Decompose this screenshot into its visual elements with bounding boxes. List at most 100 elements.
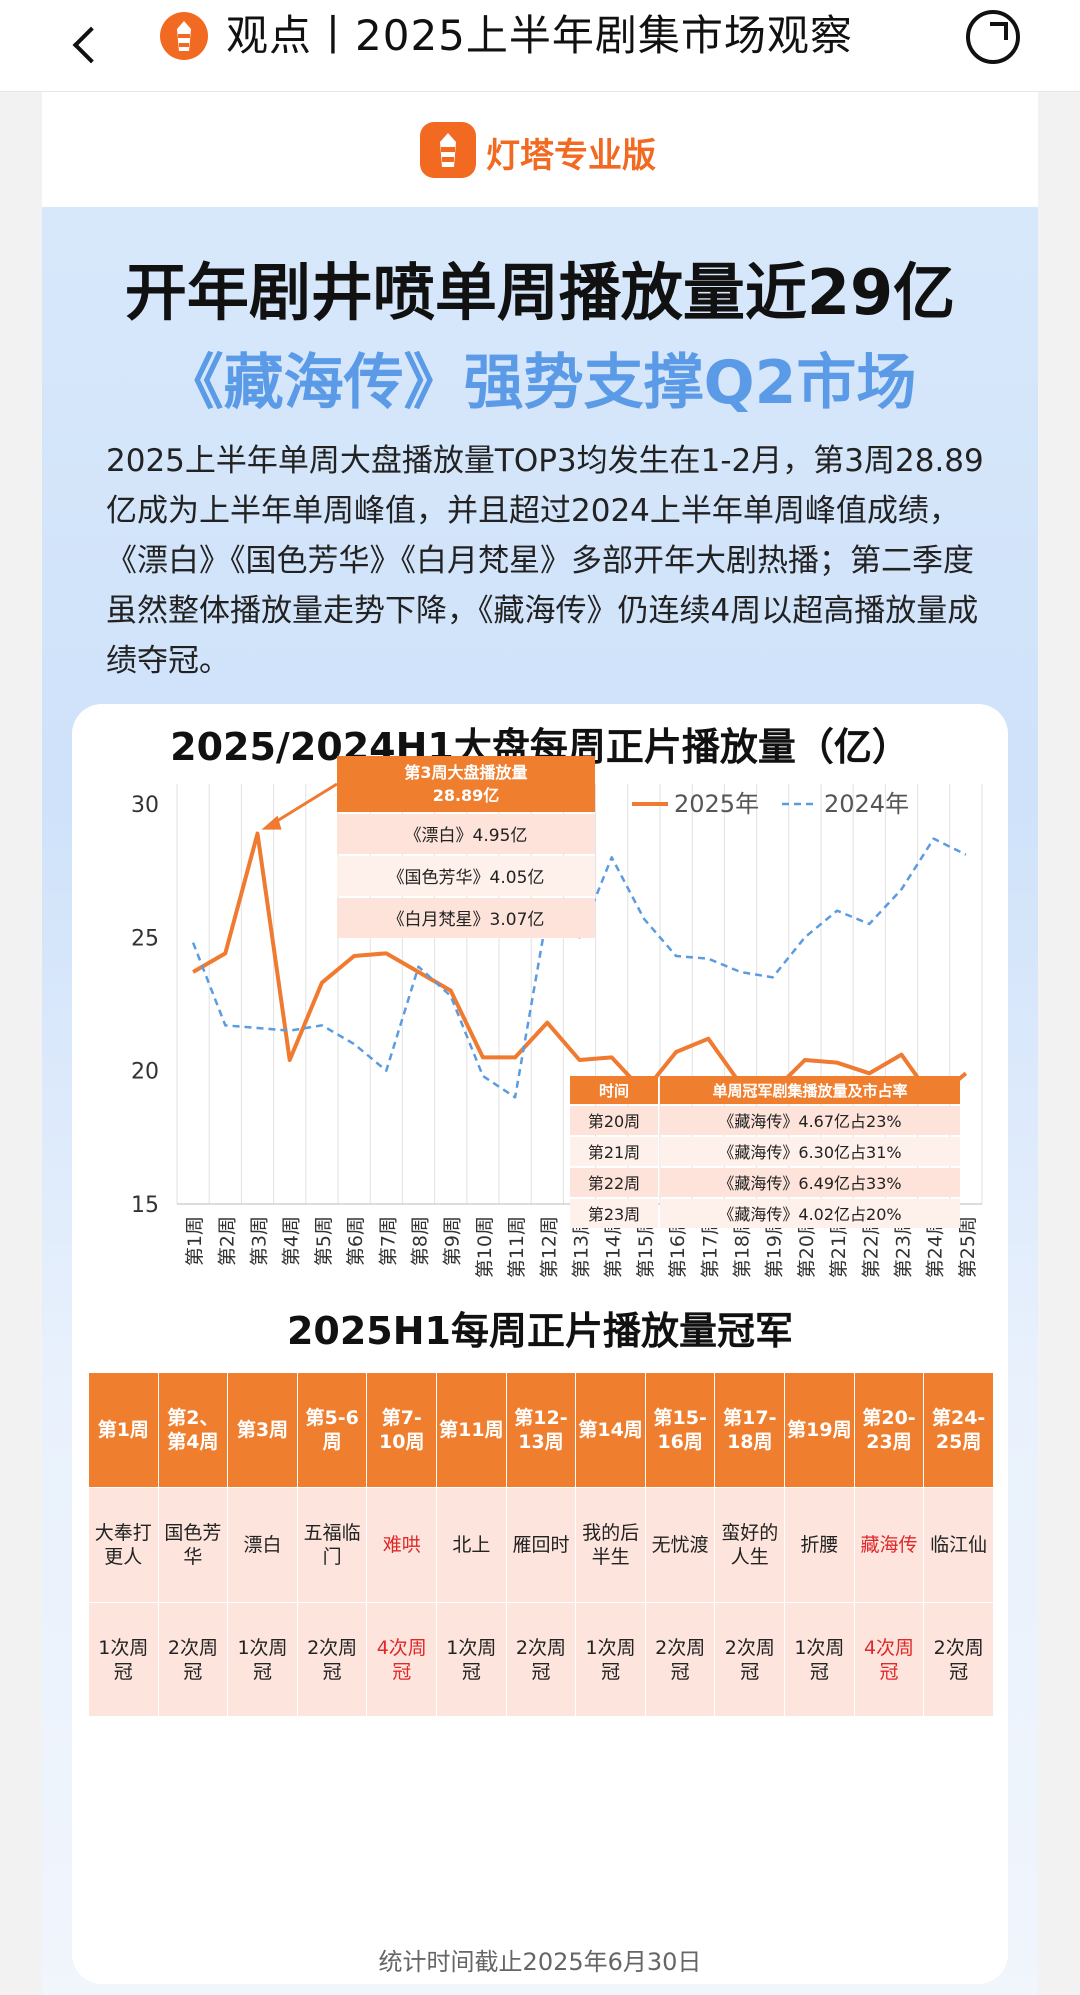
champion-show: 五福临门 [296,1487,368,1603]
x-tick-label: 第20周 [796,1216,818,1278]
y-tick-label: 25 [131,926,159,951]
legend-label: 2025年 [674,790,759,818]
champion-show: 国色芳华 [157,1487,229,1603]
x-tick-label: 第24周 [925,1216,947,1278]
champion-count: 2次周冠 [714,1602,786,1717]
x-tick-label: 第6周 [345,1216,367,1266]
annot-row-bg [570,1168,658,1197]
y-tick-label: 15 [131,1193,159,1218]
x-tick-label: 第4周 [281,1216,303,1266]
annot-row-week: 第20周 [588,1112,640,1131]
champion-week: 第24-25周 [923,1372,994,1488]
champion-count: 1次周冠 [784,1602,855,1717]
x-tick-label: 第7周 [377,1216,399,1266]
headline-sub: 《藏海传》强势支撑Q2市场 [163,348,917,418]
callout-row-bg [337,814,595,854]
champion-week: 第14周 [575,1372,646,1488]
champions-table: 第1周 第2、第4周 第3周 第5-6周 第7-10周 第11周 第12-13周 第14周 第1… [88,1372,994,1717]
annot-row-desc: 《藏海传》4.67亿占23% [718,1112,901,1131]
champion-week: 第11周 [436,1372,507,1488]
headline-main: 开年剧井喷单周播放量近29亿 [124,256,956,329]
x-tick-label: 第21周 [828,1216,850,1278]
champion-count: 4次周冠 [366,1602,438,1717]
callout-row-text: 《漂白》4.95亿 [405,826,528,846]
x-tick-label: 第10周 [474,1216,496,1278]
footnote: 统计时间截止2025年6月30日 [378,1948,702,1976]
champion-week: 第3周 [227,1372,298,1488]
champion-show: 蛮好的人生 [714,1487,786,1603]
champion-week: 第5-6周 [296,1372,368,1488]
champion-week: 第1周 [88,1372,159,1488]
chart-panel: 2025/2024H1大盘每周正片播放量（亿） 15 20 25 30 第1周 第2周 第3… [72,704,1008,1984]
annot-row-week: 第22周 [588,1174,640,1193]
annot-row-bg [660,1199,960,1228]
champion-week: 第19周 [784,1372,855,1488]
champion-week: 第12-13周 [505,1372,577,1488]
champion-show: 折腰 [784,1487,855,1603]
champion-count: 2次周冠 [644,1602,716,1717]
callout-header-line1: 第3周大盘播放量 [404,763,527,782]
back-button[interactable] [66,14,106,74]
x-tick-label: 第2周 [216,1216,238,1266]
x-tick-label: 第13周 [571,1216,593,1278]
champion-show: 大奉打更人 [88,1487,159,1603]
line-chart: 15 20 25 30 第1周 第2周 第3周 第4周 第5周 第6周 第7周 第8周 第9周 第10周 第… [131,756,983,1278]
x-tick-label: 第25周 [957,1216,979,1278]
annot-row-desc: 《藏海传》6.30亿占31% [718,1143,901,1162]
champion-show: 我的后半生 [575,1487,646,1603]
champion-show: 藏海传 [853,1487,925,1603]
x-tick-label: 第18周 [732,1216,754,1278]
champion-show: 雁回时 [505,1487,577,1603]
series-line-2025年 [192,831,968,1102]
x-tick-label: 第17周 [699,1216,721,1278]
champion-week: 第20-23周 [853,1372,925,1488]
x-tick-label: 第8周 [410,1216,432,1266]
callout-header-line2: 28.89亿 [433,786,500,805]
annot-row-bg [570,1106,658,1135]
x-tick-label: 第15周 [635,1216,657,1278]
lighthouse-brand-icon [420,122,476,178]
annot-row-bg [660,1137,960,1166]
annot-row-week: 第21周 [588,1143,640,1162]
callout-arrow-head [261,815,282,830]
callout-row-bg [337,856,595,896]
x-tick-label: 第5周 [313,1216,335,1266]
y-tick-label: 30 [131,793,159,818]
article-card: 灯塔专业版 开年剧井喷单周播放量近29亿 《藏海传》强势支撑Q2市场 2025上… [42,92,1038,1995]
champion-count: 1次周冠 [436,1602,507,1717]
intro-paragraph: 2025上半年单周大盘播放量TOP3均发生在1-2月，第3周28.89亿成为上半… [106,443,984,679]
x-tick-label: 第16周 [667,1216,689,1278]
champion-count: 1次周冠 [575,1602,646,1717]
champion-show: 难哄 [366,1487,438,1603]
x-tick-label: 第19周 [764,1216,786,1278]
annot-row-desc: 《藏海传》6.49亿占33% [718,1174,901,1193]
callout-row-text: 《国色芳华》4.05亿 [388,868,545,888]
brand-name: 灯塔专业版 [486,136,656,176]
champion-count: 4次周冠 [853,1602,925,1717]
legend-label: 2024年 [824,790,909,818]
annot-row-bg [570,1199,658,1228]
champions-title: 2025H1每周正片播放量冠军 [286,1309,793,1353]
champion-week: 第2、第4周 [157,1372,229,1488]
callout-arrow-line [268,782,338,827]
x-tick-label: 第23周 [893,1216,915,1278]
lighthouse-logo-icon [160,12,208,60]
x-tick-label: 第12周 [538,1216,560,1278]
champion-count: 2次周冠 [296,1602,368,1717]
callout-row-text: 《白月梵星》3.07亿 [388,910,545,930]
champion-week: 第17-18周 [714,1372,786,1488]
x-tick-label: 第9周 [442,1216,464,1266]
page-title: 观点丨2025上半年剧集市场观察 [226,11,853,60]
x-tick-label: 第3周 [249,1216,271,1266]
annot-row-bg [660,1106,960,1135]
share-icon[interactable] [966,10,1020,64]
x-tick-label: 第1周 [184,1216,206,1266]
annot-row-desc: 《藏海传》4.02亿占20% [718,1205,901,1224]
annot-header-time: 时间 [599,1082,629,1100]
y-tick-label: 20 [131,1060,159,1085]
champion-count: 2次周冠 [923,1602,994,1717]
annot-row-week: 第23周 [588,1205,640,1224]
x-tick-label: 第14周 [603,1216,625,1278]
annot-row-bg [570,1137,658,1166]
annot-header-bg [660,1076,960,1104]
